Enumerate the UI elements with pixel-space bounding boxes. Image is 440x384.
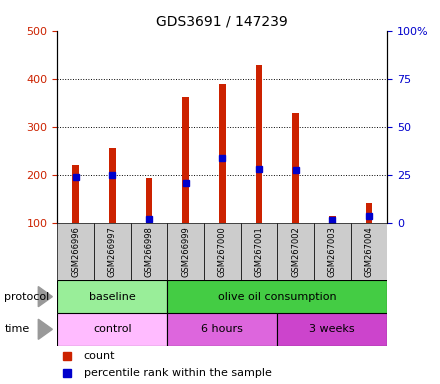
Bar xyxy=(94,223,131,280)
Polygon shape xyxy=(38,319,52,339)
Text: baseline: baseline xyxy=(89,291,136,302)
Text: GSM266997: GSM266997 xyxy=(108,226,117,277)
Bar xyxy=(57,313,167,346)
Bar xyxy=(131,223,167,280)
Text: GSM267002: GSM267002 xyxy=(291,226,300,277)
Bar xyxy=(167,223,204,280)
Bar xyxy=(277,223,314,280)
Bar xyxy=(314,223,351,280)
Bar xyxy=(182,97,189,223)
Text: percentile rank within the sample: percentile rank within the sample xyxy=(84,368,271,378)
Text: GSM267003: GSM267003 xyxy=(328,226,337,277)
Bar xyxy=(167,313,277,346)
Bar xyxy=(329,217,336,223)
Text: protocol: protocol xyxy=(4,291,50,302)
Bar xyxy=(292,113,299,223)
Bar xyxy=(241,223,277,280)
Text: count: count xyxy=(84,351,115,361)
Text: 6 hours: 6 hours xyxy=(201,324,243,334)
Bar xyxy=(219,84,226,223)
Bar xyxy=(72,165,79,223)
Text: GSM266998: GSM266998 xyxy=(144,226,154,277)
Text: GSM266999: GSM266999 xyxy=(181,226,190,277)
Text: 3 weeks: 3 weeks xyxy=(309,324,355,334)
Bar xyxy=(146,178,152,223)
Text: GSM267004: GSM267004 xyxy=(364,226,374,277)
Text: time: time xyxy=(4,324,29,334)
Polygon shape xyxy=(38,286,52,307)
Bar xyxy=(256,65,262,223)
Text: GSM267000: GSM267000 xyxy=(218,226,227,277)
Bar xyxy=(277,313,387,346)
Text: GSM266996: GSM266996 xyxy=(71,226,80,277)
Bar xyxy=(57,223,94,280)
Bar xyxy=(109,148,116,223)
Text: GSM267001: GSM267001 xyxy=(254,226,264,277)
Text: olive oil consumption: olive oil consumption xyxy=(218,291,337,302)
Text: control: control xyxy=(93,324,132,334)
Bar xyxy=(366,203,372,223)
Bar xyxy=(204,223,241,280)
Bar xyxy=(57,280,167,313)
Title: GDS3691 / 147239: GDS3691 / 147239 xyxy=(156,14,288,28)
Bar xyxy=(167,280,387,313)
Bar xyxy=(351,223,387,280)
